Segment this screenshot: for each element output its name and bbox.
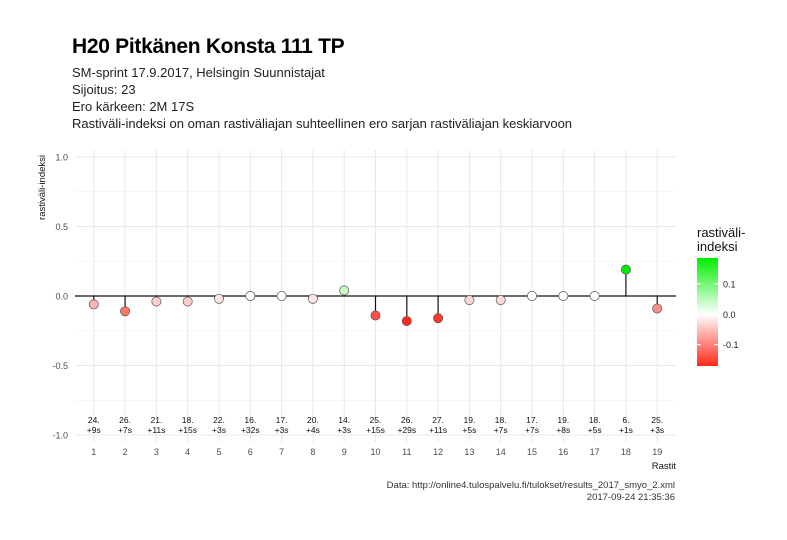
subtitle-line: Sijoitus: 23 bbox=[72, 82, 136, 97]
x-tick-label: 3 bbox=[154, 447, 159, 457]
point-label-diff: +7s bbox=[494, 425, 508, 435]
data-point bbox=[652, 303, 663, 314]
x-tick-label: 8 bbox=[310, 447, 315, 457]
subtitle-line: SM-sprint 17.9.2017, Helsingin Suunnista… bbox=[72, 65, 325, 80]
y-tick-label: 0.5 bbox=[55, 222, 68, 232]
legend-tick-label: -0.1 bbox=[723, 340, 739, 350]
point-label-diff: +8s bbox=[556, 425, 570, 435]
point-label-rank: 24. bbox=[88, 415, 100, 425]
point-label-rank: 19. bbox=[463, 415, 475, 425]
data-point bbox=[620, 264, 631, 275]
caption-timestamp: 2017-09-24 21:35:36 bbox=[586, 492, 675, 503]
point-label-diff: +11s bbox=[429, 425, 447, 435]
x-tick-label: 5 bbox=[216, 447, 221, 457]
point-label-rank: 26. bbox=[401, 415, 413, 425]
point-label-rank: 6. bbox=[622, 415, 629, 425]
data-point bbox=[245, 291, 256, 301]
point-label-rank: 26. bbox=[119, 415, 131, 425]
x-tick-label: 1 bbox=[91, 447, 96, 457]
x-tick-label: 7 bbox=[279, 447, 284, 457]
x-tick-label: 11 bbox=[402, 447, 411, 457]
subtitle-line: Rastiväli-indeksi on oman rastiväliajan … bbox=[72, 116, 573, 131]
point-label-rank: 18. bbox=[495, 415, 507, 425]
x-tick-label: 9 bbox=[342, 447, 347, 457]
data-point bbox=[307, 293, 318, 304]
data-point bbox=[401, 316, 412, 326]
data-point bbox=[276, 291, 287, 301]
point-label-rank: 18. bbox=[589, 415, 601, 425]
x-tick-label: 12 bbox=[433, 447, 443, 457]
point-label-rank: 14. bbox=[338, 415, 350, 425]
y-tick-label: -0.5 bbox=[52, 361, 68, 371]
x-tick-label: 6 bbox=[248, 447, 253, 457]
y-tick-label: -1.0 bbox=[52, 431, 68, 441]
x-tick-label: 17 bbox=[590, 447, 600, 457]
x-tick-label: 16 bbox=[558, 447, 568, 457]
subtitle-line: Ero kärkeen: 2M 17S bbox=[72, 99, 195, 114]
point-label-rank: 16. bbox=[244, 415, 256, 425]
legend-title: indeksi bbox=[697, 239, 738, 254]
point-label-diff: +7s bbox=[525, 425, 539, 435]
data-point bbox=[464, 295, 475, 306]
point-label-diff: +7s bbox=[118, 425, 132, 435]
data-point bbox=[433, 313, 444, 324]
x-tick-label: 13 bbox=[464, 447, 474, 457]
y-tick-label: 1.0 bbox=[55, 152, 68, 162]
data-point bbox=[527, 291, 537, 301]
point-label-rank: 18. bbox=[182, 415, 194, 425]
legend-title: rastiväli- bbox=[697, 225, 745, 240]
data-point bbox=[589, 291, 600, 301]
point-label-rank: 22. bbox=[213, 415, 225, 425]
x-tick-label: 15 bbox=[527, 447, 537, 457]
point-label-diff: +5s bbox=[588, 425, 602, 435]
x-tick-label: 10 bbox=[370, 447, 380, 457]
point-label-diff: +15s bbox=[178, 425, 197, 435]
chart-caption: Data: http://online4.tulospalvelu.fi/tul… bbox=[387, 480, 675, 504]
point-label-rank: 27. bbox=[432, 415, 444, 425]
point-label-diff: +32s bbox=[241, 425, 260, 435]
point-label-diff: +5s bbox=[462, 425, 476, 435]
point-label-diff: +15s bbox=[366, 425, 385, 435]
x-tick-label: 4 bbox=[185, 447, 190, 457]
legend-colorbar bbox=[697, 258, 718, 366]
data-point bbox=[370, 310, 381, 321]
x-tick-label: 18 bbox=[621, 447, 631, 457]
data-point bbox=[88, 299, 99, 310]
chart-header: H20 Pitkänen Konsta 111 TP SM-sprint 17.… bbox=[72, 34, 572, 132]
point-label-diff: +3s bbox=[212, 425, 226, 435]
x-tick-label: 14 bbox=[496, 447, 506, 457]
point-label-diff: +3s bbox=[275, 425, 289, 435]
legend-tick-label: 0.0 bbox=[723, 310, 736, 320]
data-point bbox=[339, 285, 350, 296]
point-label-rank: 21. bbox=[150, 415, 162, 425]
legend-tick-label: 0.1 bbox=[723, 279, 736, 289]
point-label-diff: +3s bbox=[337, 425, 351, 435]
data-source: Data: http://online4.tulospalvelu.fi/tul… bbox=[386, 480, 675, 491]
point-label-rank: 25. bbox=[370, 415, 382, 425]
point-label-diff: +29s bbox=[397, 425, 416, 435]
point-label-rank: 17. bbox=[276, 415, 288, 425]
y-axis-title: rastiväli-indeksi bbox=[37, 155, 48, 220]
x-tick-label: 2 bbox=[123, 447, 128, 457]
data-point bbox=[495, 295, 506, 306]
point-label-diff: +3s bbox=[650, 425, 664, 435]
data-point bbox=[120, 306, 131, 317]
data-point bbox=[182, 296, 193, 307]
data-point bbox=[214, 293, 224, 304]
data-point bbox=[151, 296, 162, 307]
point-label-rank: 20. bbox=[307, 415, 319, 425]
point-label-rank: 19. bbox=[557, 415, 569, 425]
point-label-rank: 25. bbox=[651, 415, 663, 425]
point-label-diff: +4s bbox=[306, 425, 320, 435]
point-label-diff: +1s bbox=[619, 425, 633, 435]
y-tick-label: 0.0 bbox=[55, 292, 68, 302]
x-tick-label: 19 bbox=[652, 447, 662, 457]
data-point bbox=[558, 291, 569, 301]
point-label-diff: +11s bbox=[147, 425, 165, 435]
point-label-rank: 17. bbox=[526, 415, 538, 425]
x-axis-title: Rastit bbox=[652, 461, 677, 472]
point-label-diff: +9s bbox=[87, 425, 101, 435]
chart-title: H20 Pitkänen Konsta 111 TP bbox=[72, 35, 345, 58]
